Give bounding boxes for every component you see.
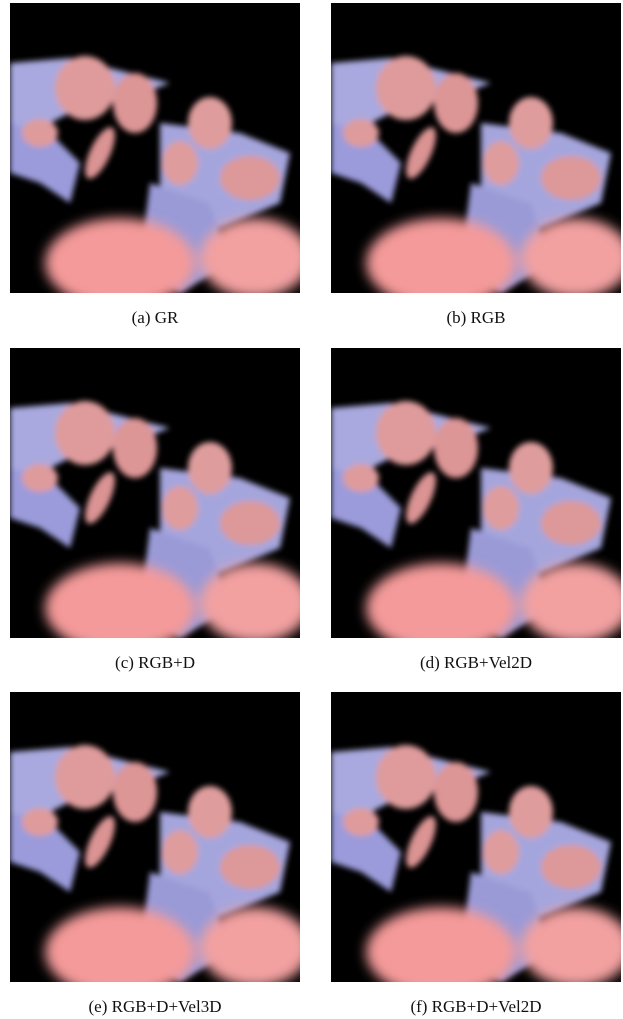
caption: (e) RGB+D+Vel3D: [10, 997, 300, 1017]
caption: (b) RGB: [331, 308, 621, 328]
panel-image: [10, 3, 300, 293]
render: [10, 3, 300, 293]
render: [10, 348, 300, 638]
panel-image: [331, 692, 621, 982]
render: [10, 692, 300, 982]
caption: (c) RGB+D: [10, 653, 300, 673]
render: [331, 3, 621, 293]
panel-image: [331, 3, 621, 293]
panel-image: [10, 692, 300, 982]
panel-image: [10, 348, 300, 638]
page: (a) GR (b) RGB (c) RGB+D (d) RGB+Vel2D (e) R…: [0, 0, 623, 1019]
caption: (f) RGB+D+Vel2D: [331, 997, 621, 1017]
render: [331, 348, 621, 638]
panel-image: [331, 348, 621, 638]
caption: (a) GR: [10, 308, 300, 328]
caption: (d) RGB+Vel2D: [331, 653, 621, 673]
render: [331, 692, 621, 982]
